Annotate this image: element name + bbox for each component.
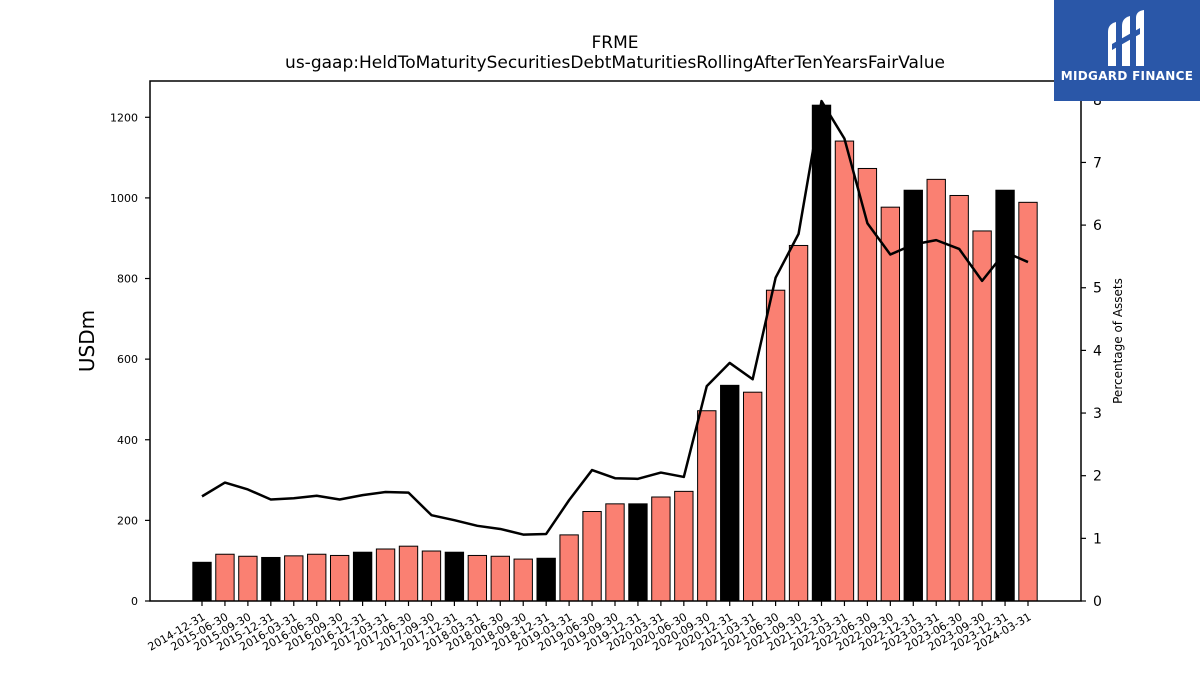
bar-2017-06-30 <box>398 545 419 602</box>
left-axis-ticks: 0 200 400 600 800 1000 1200 <box>110 111 150 608</box>
bar-2014-12-31 <box>192 561 212 602</box>
bar-2020-06-30 <box>674 490 694 602</box>
bar-2018-09-30 <box>513 558 533 602</box>
bar-2021-12-31 <box>811 104 832 602</box>
brand-logo: MIDGARD FINANCE <box>1054 0 1200 101</box>
logo-text: MIDGARD FINANCE <box>1060 69 1194 83</box>
bar-2016-06-30 <box>307 553 327 602</box>
bar-2017-12-31 <box>444 551 465 602</box>
y2-axis-label: Percentage of Assets <box>1111 278 1125 404</box>
bar-2022-09-30 <box>880 206 901 602</box>
bar-2021-09-30 <box>788 244 809 602</box>
bar-2018-06-30 <box>490 555 510 602</box>
bar-2015-12-31 <box>261 556 281 602</box>
y-axis-label: USDm <box>75 310 99 372</box>
bar-2022-03-31 <box>834 140 855 602</box>
y2-tick-label: 3 <box>1093 406 1102 422</box>
bar-2017-09-30 <box>421 550 442 602</box>
chart-subtitle: us-gaap:HeldToMaturitySecuritiesDebtMatu… <box>285 53 945 73</box>
y2-tick-label: 1 <box>1093 531 1102 547</box>
bar-2016-03-31 <box>284 555 304 602</box>
bar-2019-09-30 <box>605 503 625 602</box>
bar-2016-12-31 <box>352 551 373 602</box>
bar-2019-06-30 <box>582 511 602 602</box>
bar-2021-06-30 <box>765 289 786 602</box>
y-tick-label: 800 <box>117 273 138 286</box>
bar-2018-12-31 <box>536 557 556 602</box>
line-series-percentage <box>201 99 1029 536</box>
x-axis-ticks: 2014-12-312015-06-302015-09-302015-12-31… <box>146 601 1034 654</box>
bar-2015-06-30 <box>215 553 235 602</box>
chart-title: FRME <box>592 33 639 53</box>
bar-2020-09-30 <box>697 410 717 602</box>
y-tick-label: 400 <box>117 434 138 447</box>
bar-2021-03-31 <box>742 391 763 602</box>
bar-2019-12-31 <box>628 503 648 602</box>
y-tick-label: 1200 <box>110 111 138 124</box>
bar-2018-03-31 <box>467 554 488 602</box>
bar-2022-12-31 <box>903 189 923 602</box>
bar-series <box>192 104 1038 602</box>
bar-2023-09-30 <box>972 230 992 602</box>
y2-tick-label: 4 <box>1093 343 1102 359</box>
y2-tick-label: 0 <box>1093 594 1102 610</box>
y2-tick-label: 6 <box>1093 218 1102 234</box>
y-tick-label: 600 <box>117 353 138 366</box>
y-tick-label: 200 <box>117 514 138 527</box>
bar-2019-03-31 <box>559 534 579 602</box>
y2-tick-label: 2 <box>1093 469 1102 485</box>
y-tick-label: 1000 <box>110 192 138 205</box>
y2-tick-label: 5 <box>1093 281 1102 297</box>
y-tick-label: 0 <box>131 595 138 608</box>
bar-2024-03-31 <box>1018 201 1038 602</box>
y2-tick-label: 7 <box>1093 155 1102 171</box>
bar-2017-03-31 <box>375 548 396 602</box>
bar-2016-09-30 <box>329 554 350 602</box>
bar-2015-09-30 <box>238 555 258 602</box>
right-axis-ticks: 012345678 <box>1081 93 1102 610</box>
bar-2020-03-31 <box>651 496 671 602</box>
bar-2020-12-31 <box>720 384 740 602</box>
logo-mark-icon <box>1108 10 1144 66</box>
